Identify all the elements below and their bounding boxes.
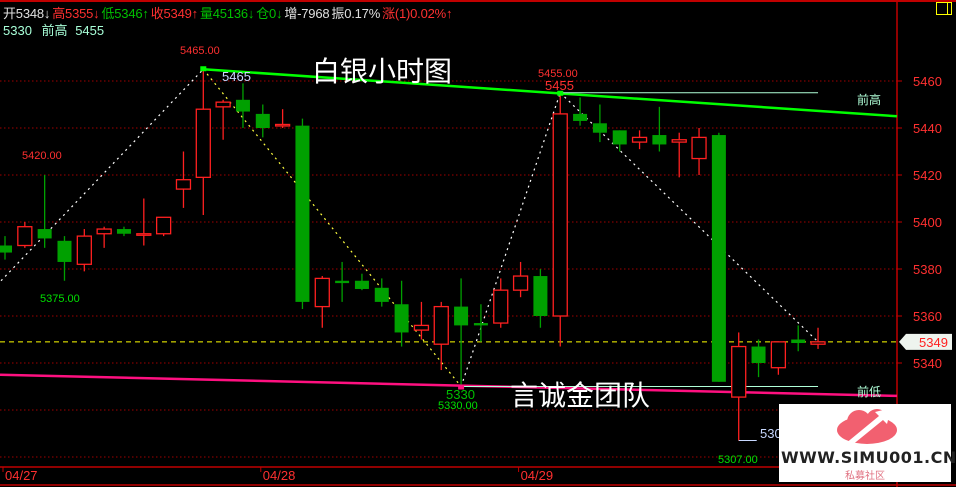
candle-body [552, 113, 568, 317]
candle-body [652, 135, 667, 145]
price-annotation: 5465.00 [180, 45, 220, 57]
high-marker [200, 66, 207, 72]
info-item: 仓0↓ [256, 6, 283, 21]
y-tick-label: 5420 [913, 168, 942, 183]
candle-body [255, 113, 270, 128]
top-border [0, 0, 956, 2]
info-item: 振0.17% [331, 6, 381, 21]
candle-body [533, 276, 548, 316]
price-annotation: 5307.00 [718, 454, 758, 466]
watermark-sub: 私募社区 [845, 471, 885, 482]
candle-body [175, 179, 192, 190]
candle-body [573, 113, 588, 121]
candle-body [17, 226, 33, 247]
candle-body [612, 130, 627, 145]
prev-high-label: 前高 [41, 23, 68, 38]
price-annotation: 5330 [446, 387, 475, 402]
candle-body [770, 341, 787, 369]
price-annotation: 5455.00 [538, 68, 578, 80]
candle-body [354, 280, 369, 289]
ohlc-info-bar: 开5348↓ 高5355↓ 低5346↑ 收5349↑ 量45136↓ 仓0↓ 增-7968… [3, 3, 454, 22]
cloud-arrow-icon [837, 408, 897, 446]
support-line [0, 373, 898, 398]
y-tick-label: 5440 [913, 121, 942, 136]
y-tick-label: 5340 [913, 356, 942, 371]
info-item: 量45136↓ [199, 6, 255, 21]
candle-body [76, 235, 92, 265]
candle-body [454, 306, 469, 326]
candle-body [810, 341, 826, 345]
current-price-tag [899, 333, 952, 350]
candle-body [116, 229, 131, 234]
x-tick-label: 04/29 [521, 468, 554, 483]
price-annotation: 5420.00 [22, 150, 62, 162]
candle-body [96, 228, 112, 235]
window-toggle-icon[interactable] [936, 2, 952, 15]
candle-body [791, 339, 806, 344]
candle-body [711, 135, 726, 382]
price-annotation: 5465 [222, 69, 251, 84]
candle-body [592, 123, 607, 133]
y-tick-label: 5360 [913, 309, 942, 324]
watermark-text: WWW.SIMU001.CN [781, 448, 956, 467]
info-item: 低5346↑ [101, 6, 149, 21]
candle-body [394, 304, 409, 333]
y-tick-label: 5460 [913, 74, 942, 89]
prev-low-label: 前低 [857, 384, 881, 399]
x-tick-label: 04/27 [5, 468, 38, 483]
candle-body [751, 346, 766, 363]
candle-body [57, 240, 72, 262]
candle-body [295, 125, 310, 302]
candle-body [413, 324, 430, 331]
info-item: 收5349↑ [150, 6, 198, 21]
candle-body [731, 345, 747, 398]
prev-high-label: 前高 [857, 92, 881, 107]
candle-body [512, 275, 529, 291]
price-annotation: 5455 [545, 78, 574, 93]
candle-body [314, 277, 330, 308]
candle-body [433, 305, 449, 345]
y-tick-label: 5400 [913, 215, 942, 230]
x-tick-label: 04/28 [263, 468, 296, 483]
candle-body [136, 233, 152, 236]
candle-body [0, 245, 12, 253]
info-item: 涨(1)0.02%↑ [382, 6, 453, 21]
candle-body [274, 123, 291, 127]
candle-body [691, 136, 707, 160]
current-price-label: 5349 [919, 335, 948, 350]
price-annotation: 5375.00 [40, 293, 80, 305]
candle-body [335, 280, 350, 284]
candle-body [374, 287, 389, 302]
candle-body [37, 229, 52, 239]
info-item: 开5348↓ [3, 6, 51, 21]
team-label: 言诚金团队 [510, 380, 651, 411]
info-item: 增-7968 [284, 6, 330, 21]
candle-body [631, 136, 648, 143]
y-tick-label: 5380 [913, 262, 942, 277]
candle-body [235, 99, 250, 112]
high-marker [557, 90, 564, 96]
candle-body [215, 101, 231, 108]
zigzag-segment [0, 68, 204, 282]
zigzag-segment [202, 68, 462, 387]
zigzag-segment [460, 92, 561, 387]
candle-body [155, 216, 172, 235]
candle-body [671, 139, 687, 143]
candle-body [195, 108, 211, 178]
candle-body [473, 323, 488, 326]
low-marker [458, 384, 465, 390]
resistance-line [203, 68, 898, 118]
prev-high-value: 5455 [75, 23, 105, 38]
watermark-logo: WWW.SIMU001.CN 私募社区 [779, 404, 956, 482]
price-annotation: 530 [760, 426, 782, 441]
low-value: 5330 [3, 23, 32, 38]
info-item: 高5355↓ [52, 6, 100, 21]
chart-title: 白银小时图 [312, 56, 453, 87]
price-annotation: 5330.00 [438, 400, 478, 412]
candle-body [493, 289, 509, 324]
info-line-2: 5330 前高 5455 [3, 20, 104, 39]
